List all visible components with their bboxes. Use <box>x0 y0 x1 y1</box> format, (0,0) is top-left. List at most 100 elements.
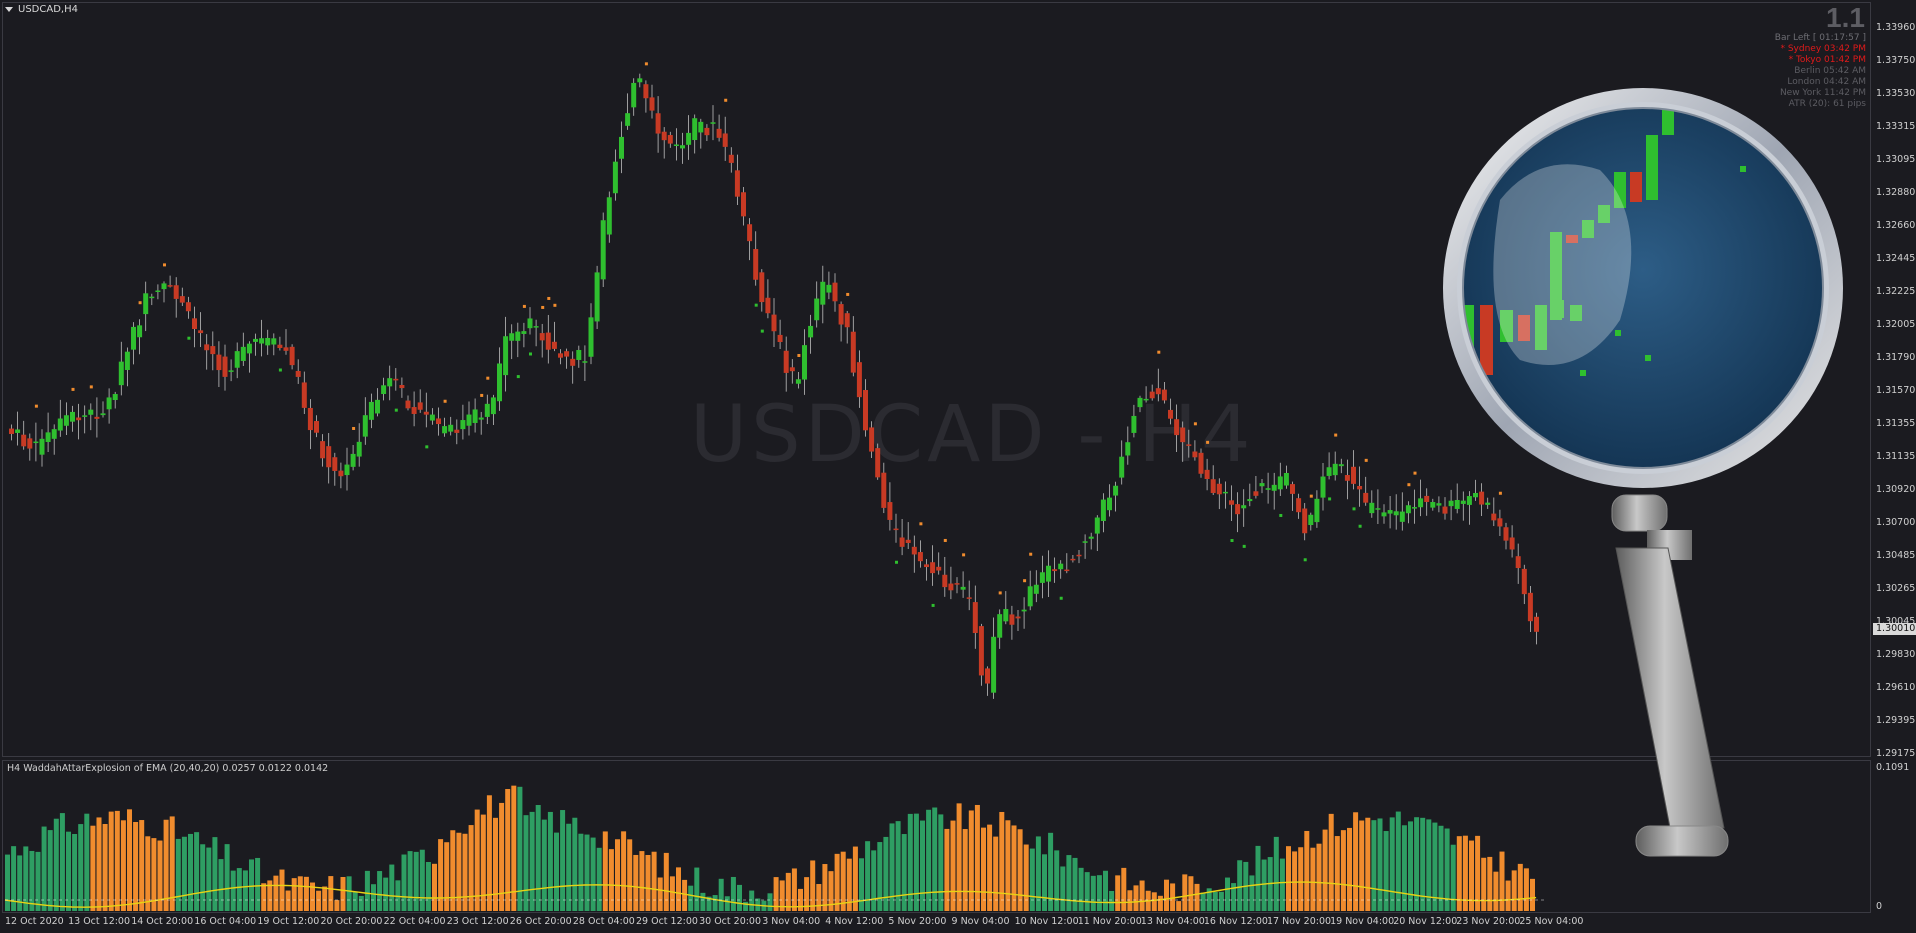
bull-candle <box>1094 517 1100 534</box>
bull-candle <box>1137 397 1143 408</box>
fractal-marker <box>394 408 398 412</box>
time-axis-label: 17 Nov 20:00 <box>1267 916 1332 927</box>
histogram-bar <box>1401 825 1407 911</box>
fractal-marker <box>71 387 75 391</box>
histogram-bar <box>1279 858 1285 911</box>
fractal-marker <box>1029 552 1033 556</box>
bull-candle <box>143 293 149 315</box>
histogram-bar <box>1371 820 1377 911</box>
bear-candle <box>1357 486 1363 490</box>
histogram-bar <box>175 838 181 911</box>
price-axis-label: 1.31135 <box>1876 451 1916 462</box>
bear-candle <box>899 537 905 547</box>
bear-candle <box>76 417 82 421</box>
fractal-marker <box>522 304 526 308</box>
atr-readout: ATR (20): 61 pips <box>1788 99 1866 109</box>
bear-candle <box>741 192 746 217</box>
bear-candle <box>1149 391 1155 399</box>
histogram-bar <box>663 852 669 911</box>
bull-candle <box>588 317 594 357</box>
time-axis-label: 4 Nov 12:00 <box>825 916 884 927</box>
price-axis-label: 1.32445 <box>1876 253 1916 264</box>
bear-candle <box>94 416 100 419</box>
histogram-bar <box>468 825 474 911</box>
fractal-marker <box>553 303 557 307</box>
bear-candle <box>1186 444 1192 446</box>
histogram-bar <box>871 850 877 911</box>
bear-candle <box>1174 419 1180 436</box>
bull-candle <box>1418 498 1424 508</box>
histogram-bar <box>1316 843 1322 911</box>
time-axis-label: 13 Oct 12:00 <box>68 916 131 927</box>
histogram-bar <box>1493 871 1499 911</box>
bear-candle <box>924 564 929 568</box>
time-axis-label: 16 Nov 12:00 <box>1203 916 1268 927</box>
bull-candle <box>350 453 356 467</box>
histogram-bar <box>1395 811 1401 911</box>
histogram-bar <box>1072 857 1078 911</box>
histogram-bar <box>1164 879 1169 911</box>
histogram-bar <box>694 867 700 911</box>
histogram-bar <box>407 851 413 911</box>
histogram-bar <box>1035 836 1041 911</box>
bull-candle <box>448 424 454 432</box>
bull-candle <box>594 272 600 322</box>
bull-candle <box>33 441 39 444</box>
histogram-bar <box>163 819 169 911</box>
bull-candle <box>1027 586 1033 607</box>
histogram-bar <box>1487 856 1493 911</box>
chart-menu-arrow-icon[interactable] <box>5 7 13 12</box>
histogram-bar <box>1438 825 1444 911</box>
bear-candle <box>411 407 417 414</box>
histogram-bar <box>1499 851 1505 911</box>
histogram-bar <box>334 900 340 911</box>
histogram-bar <box>279 869 285 911</box>
price-axis-label: 1.33960 <box>1876 22 1916 33</box>
histogram-bar <box>499 802 505 911</box>
histogram-bar <box>1151 892 1157 911</box>
histogram-bar <box>242 870 248 911</box>
bull-candle <box>1082 541 1088 543</box>
bull-candle <box>625 113 631 126</box>
histogram-bar <box>1127 890 1133 911</box>
bull-candle <box>1332 463 1338 476</box>
fractal-marker <box>1413 471 1417 475</box>
histogram-bar <box>1078 867 1084 911</box>
bull-candle <box>131 326 136 350</box>
bull-candle <box>149 296 155 299</box>
histogram-bar <box>1420 817 1426 911</box>
histogram-bar <box>584 834 590 911</box>
bull-candle <box>1113 485 1119 496</box>
bear-candle <box>869 427 875 452</box>
histogram-bar <box>328 876 334 911</box>
bear-candle <box>1424 495 1430 502</box>
histogram-bar <box>108 811 114 911</box>
fractal-marker <box>529 352 532 356</box>
histogram-bar <box>1218 891 1224 911</box>
histogram-bar <box>1133 885 1139 911</box>
bull-candle <box>1125 442 1131 456</box>
time-axis-label: 19 Nov 04:00 <box>1330 916 1395 927</box>
bull-candle <box>997 614 1003 638</box>
histogram-bar <box>218 859 224 911</box>
bear-candle <box>978 626 984 676</box>
bear-candle <box>1534 616 1539 632</box>
histogram-bar <box>1273 836 1279 911</box>
histogram-bar <box>1084 872 1090 911</box>
histogram-bar <box>523 815 529 911</box>
bull-candle <box>1338 464 1344 467</box>
session-row-tokyo: * Tokyo 01:42 PM <box>1788 55 1866 65</box>
bear-candle <box>307 407 313 431</box>
indicator-axis-zero: 0 <box>1876 901 1883 912</box>
histogram-bar <box>310 882 315 911</box>
bear-candle <box>1198 452 1204 474</box>
bear-candle <box>417 402 423 410</box>
bear-candle <box>917 552 923 562</box>
histogram-bar <box>1042 854 1047 911</box>
time-axis-label: 5 Nov 20:00 <box>888 916 947 927</box>
histogram-bar <box>181 836 187 911</box>
histogram-bar <box>1249 875 1255 911</box>
histogram-bar <box>688 885 694 911</box>
bull-candle <box>70 411 75 422</box>
time-axis-label: 25 Nov 04:00 <box>1519 916 1584 927</box>
